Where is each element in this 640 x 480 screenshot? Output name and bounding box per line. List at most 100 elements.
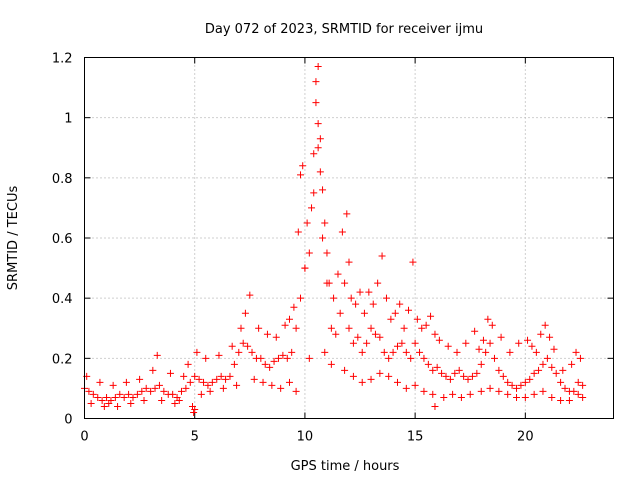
data-point	[466, 390, 474, 398]
data-point	[530, 390, 538, 398]
data-point	[180, 372, 188, 380]
data-point	[281, 321, 289, 329]
data-point	[270, 357, 278, 365]
data-point	[464, 375, 472, 383]
data-point	[268, 381, 276, 389]
data-point	[235, 348, 243, 356]
data-point	[138, 387, 146, 395]
data-point	[515, 339, 523, 347]
data-point	[314, 63, 322, 71]
data-point	[506, 348, 514, 356]
data-point	[94, 393, 102, 401]
data-point	[277, 384, 285, 392]
data-point	[552, 369, 560, 377]
data-point	[449, 390, 457, 398]
data-point	[338, 228, 346, 236]
data-point	[310, 189, 318, 197]
data-point	[418, 324, 426, 332]
data-point	[182, 384, 190, 392]
y-tick-label: 0	[64, 413, 72, 428]
data-point	[305, 249, 313, 257]
data-point	[222, 375, 230, 383]
data-point	[330, 294, 338, 302]
data-point	[292, 387, 300, 395]
data-point	[438, 369, 446, 377]
data-point	[484, 315, 492, 323]
data-point	[166, 369, 174, 377]
data-point	[528, 342, 536, 350]
data-point	[343, 210, 351, 218]
data-point	[193, 348, 201, 356]
data-point	[497, 333, 505, 341]
data-point	[283, 354, 291, 362]
data-point	[486, 339, 494, 347]
data-point	[495, 387, 503, 395]
x-axis-ticks: 0 5 10 15 20	[80, 57, 534, 445]
data-point	[85, 387, 93, 395]
data-point	[228, 342, 236, 350]
data-point	[288, 348, 296, 356]
data-point	[488, 321, 496, 329]
data-point	[369, 300, 377, 308]
x-tick-label: 15	[407, 430, 424, 445]
y-axis-label: SRMTID / TECUs	[6, 186, 21, 291]
data-point	[327, 360, 335, 368]
data-point	[576, 354, 584, 362]
data-point	[332, 330, 340, 338]
data-point	[316, 168, 324, 176]
data-point	[341, 366, 349, 374]
data-point	[468, 372, 476, 380]
data-point	[195, 375, 203, 383]
y-tick-label: 0.2	[52, 352, 73, 367]
data-point	[349, 339, 357, 347]
data-point	[301, 264, 309, 272]
data-point	[579, 381, 587, 389]
data-point	[208, 378, 216, 386]
data-point	[504, 378, 512, 386]
data-point	[279, 351, 287, 359]
data-point	[455, 366, 463, 374]
data-point	[371, 330, 379, 338]
data-point	[292, 324, 300, 332]
data-point	[396, 300, 404, 308]
data-point	[345, 258, 353, 266]
data-point	[398, 339, 406, 347]
data-point	[457, 393, 465, 401]
data-point	[127, 399, 135, 407]
data-point	[321, 348, 329, 356]
data-point	[433, 363, 441, 371]
data-point	[541, 321, 549, 329]
data-point	[263, 330, 271, 338]
data-point	[548, 393, 556, 401]
data-point	[376, 333, 384, 341]
data-point	[535, 366, 543, 374]
x-axis-label: GPS time / hours	[291, 459, 400, 474]
data-point	[184, 360, 192, 368]
data-point	[435, 336, 443, 344]
data-point	[477, 387, 485, 395]
data-point	[424, 360, 432, 368]
data-point	[422, 321, 430, 329]
y-tick-label: 0.6	[52, 232, 73, 247]
data-point	[310, 150, 318, 158]
data-point	[431, 402, 439, 410]
data-point	[429, 390, 437, 398]
data-point	[98, 396, 106, 404]
data-point	[442, 372, 450, 380]
y-tick-label: 0.4	[52, 292, 73, 307]
data-point	[513, 393, 521, 401]
data-point	[226, 372, 234, 380]
data-point	[367, 375, 375, 383]
data-point	[354, 333, 362, 341]
data-point	[171, 399, 179, 407]
data-point	[129, 393, 137, 401]
grid-lines	[84, 57, 614, 419]
data-point	[241, 309, 249, 317]
data-point	[543, 354, 551, 362]
data-point	[568, 360, 576, 368]
data-point	[169, 390, 177, 398]
x-tick-label: 5	[191, 430, 199, 445]
data-point	[147, 387, 155, 395]
data-point	[136, 375, 144, 383]
data-point	[120, 393, 128, 401]
